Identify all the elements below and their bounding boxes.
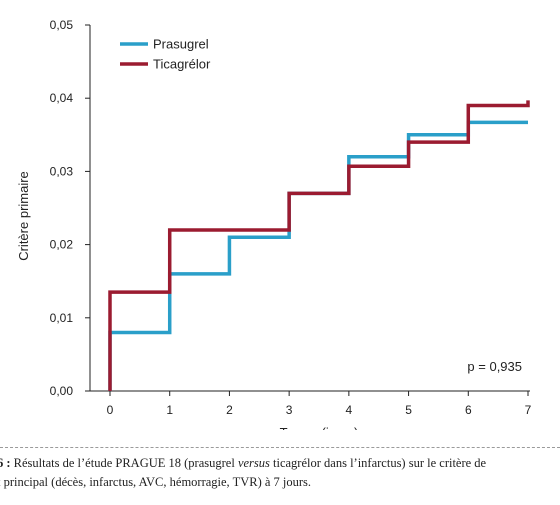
x-tick-label: 2 (226, 403, 233, 417)
caption-emphasis: versus (237, 456, 270, 470)
x-tick-label: 5 (405, 403, 412, 417)
legend-label: Ticagrélor (153, 57, 211, 72)
x-tick-label: 7 (525, 403, 532, 417)
caption-text-a: Résultats de l’étude PRAGUE 18 (prasugre… (13, 456, 238, 470)
y-axis-title: Critère primaire (16, 171, 31, 261)
caption-line-2: t principal (décès, infarctus, AVC, hémo… (0, 475, 312, 489)
y-tick-label: 0,05 (50, 18, 74, 32)
x-tick-label: 1 (166, 403, 173, 417)
x-tick-label: 4 (346, 403, 353, 417)
y-tick-label: 0,02 (50, 238, 74, 252)
series-line-prasugrel (108, 120, 528, 391)
y-tick-label: 0,00 (50, 384, 74, 398)
caption-line-1: 6 : Résultats de l’étude PRAGUE 18 (pras… (0, 454, 560, 473)
caption-figure-number: 6 : (0, 456, 11, 470)
chart-area: 0,00 0,01 0,02 0,03 0,04 0,05 0 1 2 3 4 5 6 7 Temps (j… (16, 18, 532, 430)
y-tick-label: 0,04 (50, 91, 74, 105)
figure-caption: 6 : Résultats de l’étude PRAGUE 18 (pras… (0, 454, 560, 492)
p-value-annotation: p = 0,935 (467, 359, 522, 374)
caption-divider (0, 447, 560, 448)
legend-label: Prasugrel (153, 37, 209, 52)
x-tick-label: 6 (465, 403, 472, 417)
y-tick-label: 0,01 (50, 311, 74, 325)
x-tick-label: 0 (107, 403, 114, 417)
caption-text-b: ticagrélor dans l’infarctus) sur le crit… (269, 456, 487, 470)
kaplan-meier-chart: 0,00 0,01 0,02 0,03 0,04 0,05 0 1 2 3 4 5 6 7 Temps (j… (16, 18, 532, 430)
x-axis-title: Temps (jours) (280, 425, 359, 430)
y-tick-label: 0,03 (50, 164, 74, 178)
x-tick-label: 3 (286, 403, 293, 417)
series-line-ticagrelor (108, 100, 530, 391)
